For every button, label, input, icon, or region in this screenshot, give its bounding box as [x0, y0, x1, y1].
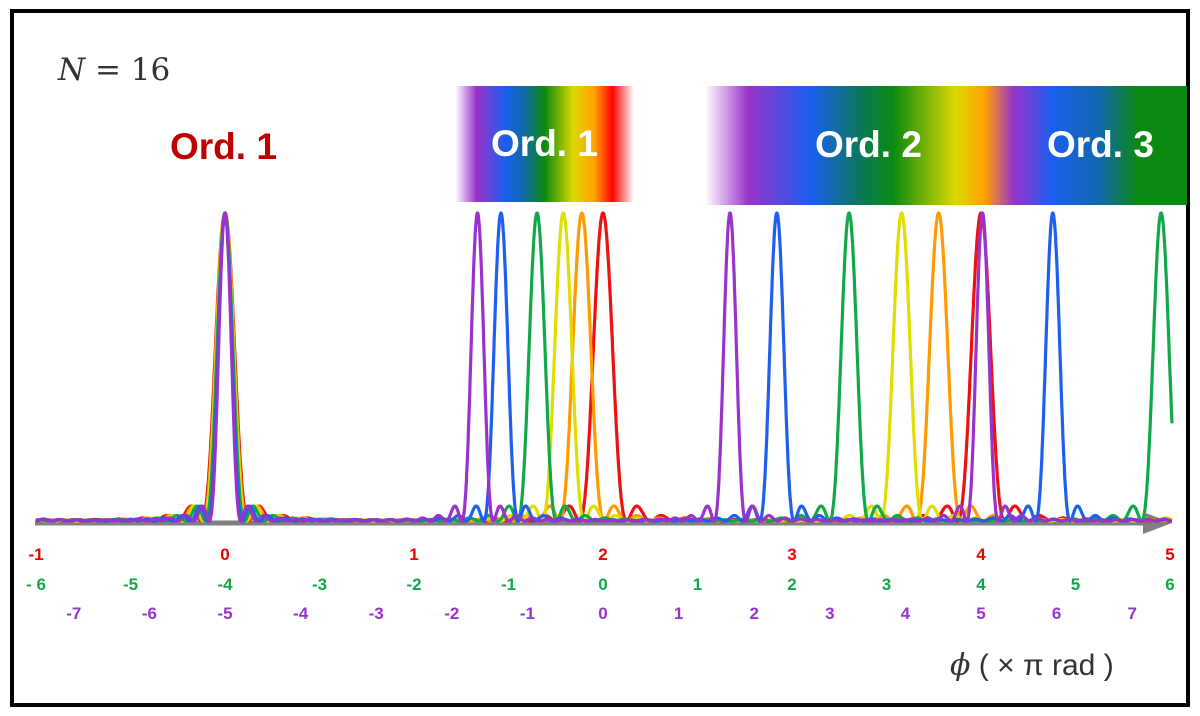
order-3-label: Ord. 3 [1047, 124, 1154, 165]
intensity-curve-1 [34, 211, 1174, 523]
ticks_green-tick-label: 5 [1071, 575, 1080, 594]
spectrum-bar-order-1: Ord. 1 [455, 86, 634, 202]
ticks_primary-tick-label: -1 [28, 545, 43, 564]
ticks_green-tick-label: -3 [312, 575, 327, 594]
ticks_violet-tick-label: 5 [976, 604, 985, 623]
spectrum-bar-order-2-3: Ord. 2 Ord. 3 [705, 86, 1187, 205]
ticks_green-tick-label: 2 [787, 575, 796, 594]
intensity-curve-0 [34, 211, 1174, 523]
ticks_violet-tick-label: -6 [142, 604, 157, 623]
ticks_primary-tick-label: 2 [598, 545, 607, 564]
ticks_violet-tick-label: -1 [520, 604, 535, 623]
phi-symbol: ϕ [950, 648, 971, 683]
ticks_green-tick-label: 6 [1165, 575, 1174, 594]
ticks_violet-tick-label: 4 [901, 604, 911, 623]
ticks_green-tick-label: 1 [693, 575, 702, 594]
ticks_primary-tick-label: 4 [976, 545, 986, 564]
ticks_green-tick-label: 0 [598, 575, 607, 594]
x-axis-arrowhead [1143, 512, 1172, 534]
ticks_violet-tick-label: -7 [66, 604, 81, 623]
ticks_violet-tick-label: 0 [598, 604, 607, 623]
n-value: = 16 [85, 52, 171, 88]
intensity-curve-3 [34, 211, 1174, 523]
ticks_green-tick-label: 4 [976, 575, 986, 594]
ticks_green-tick-label: - 6 [26, 575, 46, 594]
ticks_green-tick-label: 3 [882, 575, 891, 594]
ticks_violet-tick-label: 2 [749, 604, 758, 623]
order-2-label: Ord. 2 [815, 124, 922, 165]
n-variable: N [58, 52, 86, 88]
ticks_primary-tick-label: 1 [409, 545, 418, 564]
intensity-curve-2 [34, 211, 1174, 523]
zero-order-label: Ord. 1 [170, 126, 277, 167]
ticks_violet-tick-label: 1 [674, 604, 683, 623]
ticks_violet-tick-label: 7 [1127, 604, 1136, 623]
x-axis-unit: ( × π rad ) [970, 649, 1114, 682]
ticks_green-tick-label: -1 [501, 575, 516, 594]
ticks_violet-tick-label: 3 [825, 604, 834, 623]
ticks_primary-tick-label: 3 [787, 545, 796, 564]
n-label: N = 16 [58, 52, 170, 88]
ticks_violet-tick-label: -3 [369, 604, 384, 623]
ticks_violet-tick-label: 6 [1052, 604, 1061, 623]
intensity-curve-5 [34, 211, 1174, 523]
ticks_primary-tick-label: 5 [1165, 545, 1174, 564]
order-1-label: Ord. 1 [491, 123, 598, 164]
ticks_primary-tick-label: 0 [220, 545, 229, 564]
ticks_green-tick-label: -4 [217, 575, 233, 594]
ticks_violet-tick-label: -4 [293, 604, 309, 623]
ticks_green-tick-label: -2 [406, 575, 421, 594]
intensity-curve-4 [34, 211, 1174, 523]
ticks_green-tick-label: -5 [123, 575, 138, 594]
ticks_violet-tick-label: -2 [444, 604, 459, 623]
x-axis-title: ϕ ( × π rad ) [950, 648, 1114, 683]
ticks_violet-tick-label: -5 [217, 604, 232, 623]
